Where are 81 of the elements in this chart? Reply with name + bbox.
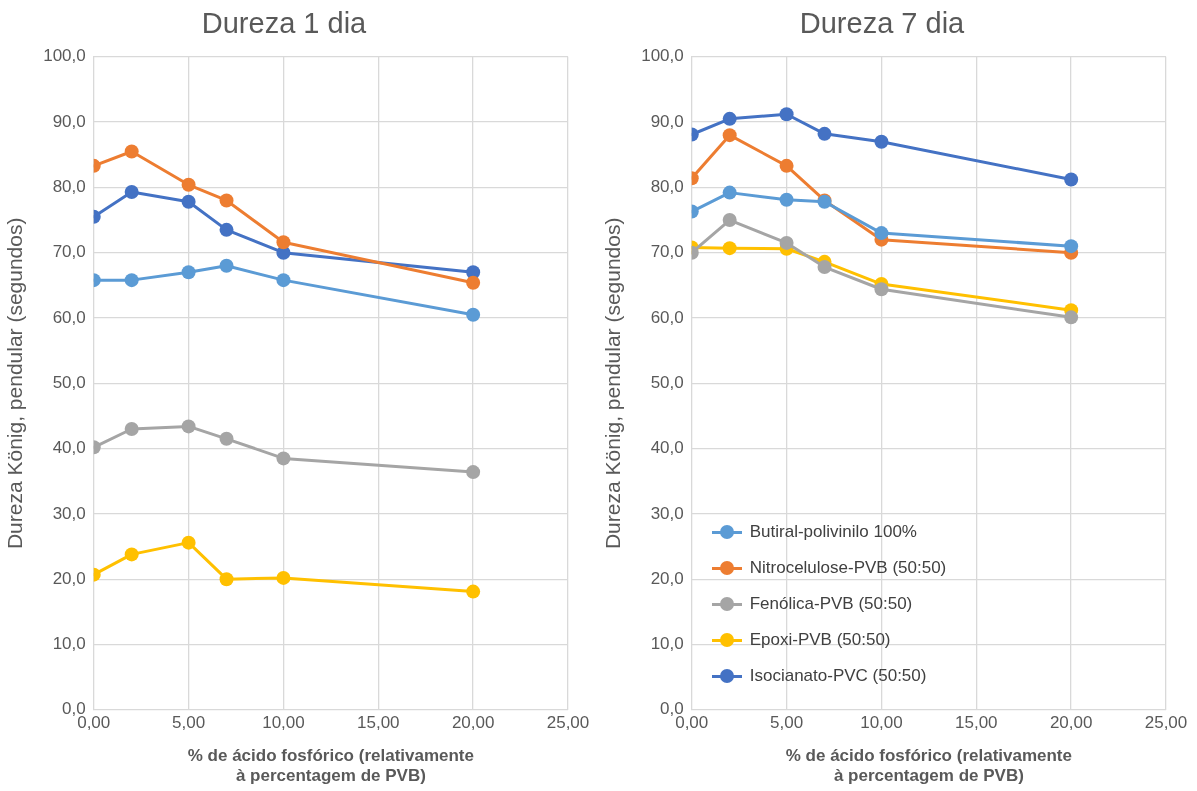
y-tick-label: 80,0	[650, 177, 684, 197]
point	[219, 431, 234, 446]
y-tick-label: 100,0	[43, 46, 86, 66]
y-axis-title: Dureza König, pendular (segundos)	[3, 217, 27, 550]
point	[722, 185, 737, 200]
x-tick-label: 10,00	[262, 712, 305, 732]
point	[779, 235, 794, 250]
chart-title: Dureza 7 dia	[799, 7, 966, 40]
y-tick-label: 40,0	[52, 438, 86, 458]
point	[276, 273, 291, 288]
y-tick-label: 30,0	[650, 503, 684, 523]
point	[181, 535, 196, 550]
point	[124, 273, 139, 288]
point	[276, 570, 291, 585]
x-tick-label: 5,00	[172, 712, 206, 732]
legend-label: Fenólica-PVB (50:50)	[749, 593, 913, 614]
point	[124, 184, 139, 199]
point	[1064, 239, 1079, 254]
y-axis-title: Dureza König, pendular (segundos)	[601, 217, 625, 550]
point	[181, 177, 196, 192]
x-tick-label: 15,00	[357, 712, 400, 732]
y-tick-label: 100,0	[641, 46, 684, 66]
x-tick-label: 25,00	[1144, 712, 1188, 732]
point	[1064, 172, 1079, 187]
y-tick-label: 20,0	[650, 568, 684, 588]
y-tick-label: 50,0	[650, 372, 684, 392]
x-tick-label: 15,00	[955, 712, 998, 732]
y-tick-label: 10,0	[650, 634, 684, 654]
y-tick-label: 40,0	[650, 438, 684, 458]
x-tick-label: 25,00	[546, 712, 590, 732]
point	[466, 275, 481, 290]
y-tick-label: 20,0	[52, 568, 86, 588]
y-tick-label: 60,0	[650, 307, 684, 327]
y-tick-label: 10,0	[52, 634, 86, 654]
legend-label: Epoxi-PVB (50:50)	[749, 629, 891, 650]
point	[722, 213, 737, 228]
point	[874, 226, 889, 241]
x-tick-label: 5,00	[770, 712, 804, 732]
y-tick-label: 50,0	[52, 372, 86, 392]
x-tick-label: 20,00	[1049, 712, 1093, 732]
point	[1064, 310, 1079, 325]
point	[124, 547, 139, 562]
y-tick-label: 30,0	[52, 503, 86, 523]
y-tick-label: 90,0	[52, 111, 86, 131]
x-axis-title: % de ácido fosfórico (relativamente à percentagem de PVB)	[785, 746, 1072, 786]
point	[874, 282, 889, 297]
point	[219, 222, 234, 237]
point	[466, 465, 481, 480]
point	[779, 158, 794, 173]
x-tick-label: 20,00	[451, 712, 495, 732]
legend-label: Isocianato-PVC (50:50)	[749, 665, 927, 686]
point	[181, 194, 196, 209]
point	[181, 419, 196, 434]
point	[817, 260, 832, 275]
point	[779, 192, 794, 207]
y-tick-label: 80,0	[52, 177, 86, 197]
point	[276, 451, 291, 466]
point	[722, 111, 737, 126]
point	[181, 265, 196, 280]
chart-title: Dureza 1 dia	[201, 7, 368, 40]
legend-label: Nitrocelulose-PVB (50:50)	[749, 557, 947, 578]
y-tick-label: 70,0	[52, 242, 86, 262]
point	[124, 422, 139, 437]
point	[124, 144, 139, 159]
y-tick-label: 70,0	[650, 242, 684, 262]
point	[466, 584, 481, 599]
legend-label: Butiral-polivinilo 100%	[749, 521, 917, 542]
x-tick-label: 10,00	[860, 712, 903, 732]
x-axis-title: % de ácido fosfórico (relativamente à percentagem de PVB)	[187, 746, 474, 786]
point	[722, 128, 737, 143]
y-tick-label: 60,0	[52, 307, 86, 327]
point	[466, 307, 481, 322]
point	[219, 193, 234, 208]
point	[874, 134, 889, 149]
point	[817, 126, 832, 141]
y-tick-label: 90,0	[650, 111, 684, 131]
point	[219, 258, 234, 273]
point	[779, 107, 794, 122]
point	[219, 572, 234, 587]
point	[276, 235, 291, 250]
point	[722, 241, 737, 256]
